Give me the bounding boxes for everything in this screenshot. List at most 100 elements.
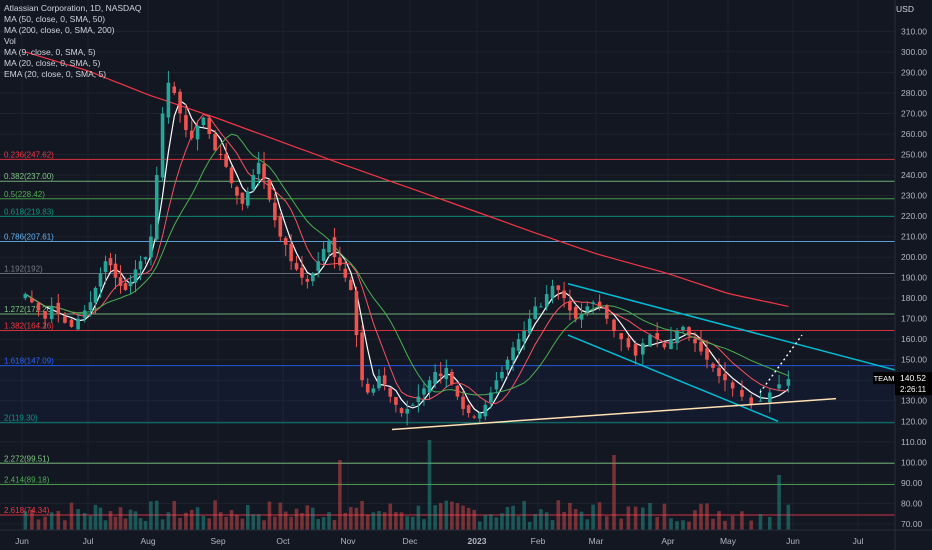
volume-bar (245, 504, 250, 530)
volume-bar (612, 455, 616, 530)
ticker-badge-bg (873, 372, 895, 385)
candle-body (201, 117, 206, 126)
candle-body (343, 268, 348, 278)
candle-body (399, 408, 404, 414)
legend-ma20[interactable]: MA (20, close, 0, SMA, 5) (4, 58, 101, 68)
candle-body (444, 367, 449, 380)
candle-body (687, 327, 691, 336)
candles (23, 70, 791, 426)
chart-legend: Atlassian Corporation, 1D, NASDAQ MA (50… (4, 3, 141, 80)
volume-bar (69, 502, 74, 530)
price-tick-label: 180.00 (901, 293, 927, 303)
volume-bar (767, 516, 772, 530)
volume-bar (483, 514, 488, 530)
volume-bar (278, 502, 283, 530)
volume-bar (300, 513, 304, 530)
candle-body (556, 285, 561, 290)
candle-body (705, 348, 709, 360)
volume-bar (619, 518, 623, 530)
candle-body (591, 302, 595, 304)
candle-body (562, 290, 566, 299)
legend-ma50[interactable]: MA (50, close, 0, SMA, 50) (4, 14, 106, 24)
volume-bar (207, 518, 212, 530)
volume-bar (262, 520, 266, 530)
channel-upper-line (567, 283, 896, 371)
candle-body (327, 240, 331, 253)
price-tick-label: 230.00 (901, 191, 927, 201)
candle-body (767, 392, 772, 403)
candle-body (489, 392, 493, 403)
volume-bar (416, 505, 421, 530)
candle-body (338, 257, 342, 266)
price-tick-label: 290.00 (901, 67, 927, 77)
volume-bar (289, 516, 293, 530)
fib-label: 0.382(237.00) (4, 172, 54, 181)
price-badge: 140.52 (900, 373, 926, 383)
volume-bar (500, 513, 504, 530)
price-axis: 310.00 300.00 290.00 280.00 270.00 260.00 250.… (894, 0, 927, 550)
volume-bar (579, 511, 584, 530)
candle-body (207, 117, 212, 135)
legend-vol[interactable]: Vol (4, 36, 16, 46)
candle-body (522, 330, 526, 342)
legend-ma200[interactable]: MA (200, close, 0, SMA, 200) (4, 25, 115, 35)
price-tick-label: 160.00 (901, 334, 927, 344)
candle-body (388, 387, 393, 397)
fib-levels: 0.236(247.62) 0.382(237.00) 0.5(228.42) 0.6… (0, 150, 895, 516)
volume-bar (189, 509, 194, 530)
volume-bar (450, 501, 454, 530)
candle-body (88, 302, 93, 311)
candle-body (455, 385, 460, 397)
fib-label: 2(119.30) (4, 414, 38, 423)
time-tick-label: Aug (140, 536, 155, 546)
candle-body (597, 301, 602, 307)
volume-bar (213, 500, 217, 530)
volume-bar (184, 512, 188, 530)
candle-body (730, 382, 735, 389)
candle-body (579, 314, 584, 320)
fib-label: 1.618(147.09) (4, 357, 54, 366)
price-badges: TEAM 140.52 2:26:11 (873, 372, 932, 396)
price-tick-label: 260.00 (901, 129, 927, 139)
candle-body (365, 383, 370, 393)
countdown-badge: 2:26:11 (900, 385, 927, 394)
candle-body (693, 338, 697, 344)
volume-bar (455, 503, 460, 530)
time-tick-label: Jul (83, 536, 94, 546)
time-tick-label: Jul (853, 536, 864, 546)
price-tick-label: 200.00 (901, 252, 927, 262)
candle-body (662, 343, 667, 348)
price-tick-label: 150.00 (901, 355, 927, 365)
candle-body (256, 162, 261, 174)
volume-bar (349, 507, 353, 530)
candle-body (377, 376, 381, 389)
volume-bar (693, 510, 697, 530)
candle-body (172, 86, 177, 93)
volume-bar (394, 512, 398, 530)
candle-body (289, 243, 293, 262)
candle-body (477, 413, 482, 419)
candle-body (23, 294, 28, 299)
candle-body (166, 82, 171, 118)
ma200-line (25, 51, 789, 307)
volume-bar (138, 518, 143, 530)
volume-bar (749, 520, 754, 530)
candle-body (294, 263, 299, 270)
legend-ema20[interactable]: EMA (20, close, 0, SMA, 5) (4, 69, 107, 79)
candle-body (605, 305, 609, 319)
candle-body (108, 258, 113, 266)
candle-body (717, 367, 721, 377)
legend-ma9[interactable]: MA (9, close, 0, SMA, 5) (4, 47, 96, 57)
candle-body (723, 373, 727, 381)
volume-bar (316, 519, 321, 530)
candle-body (500, 372, 504, 379)
volume-bar (108, 511, 113, 530)
volume-bar (399, 512, 404, 530)
legend-symbol[interactable]: Atlassian Corporation, 1D, NASDAQ (4, 3, 142, 13)
volume-bar (699, 503, 703, 530)
candle-body (438, 373, 443, 377)
volume-bar (283, 511, 288, 530)
time-tick-label: Sep (210, 536, 225, 546)
candle-body (505, 359, 510, 370)
